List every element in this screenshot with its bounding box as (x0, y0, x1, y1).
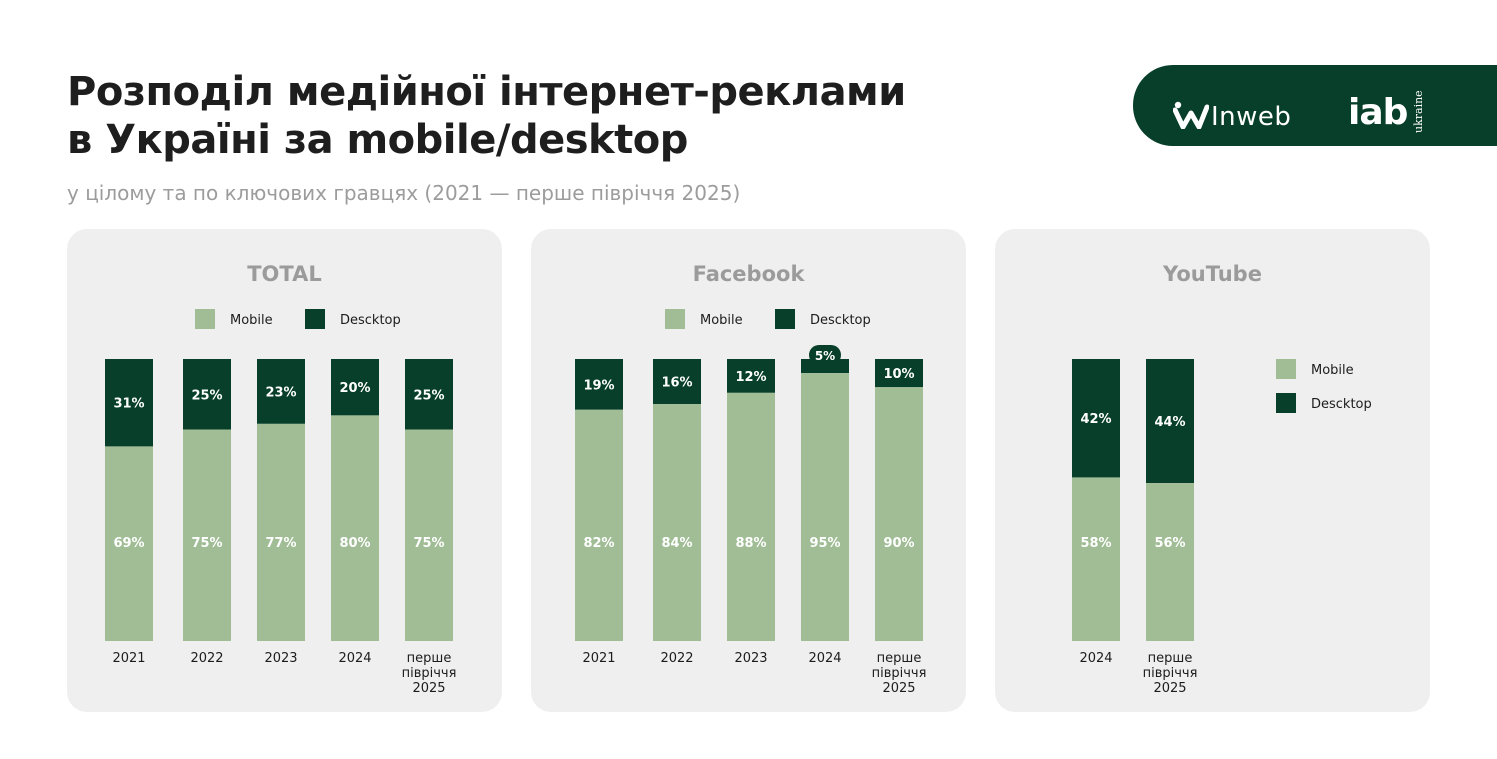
label-mobile-facebook-3: 95% (809, 536, 840, 551)
legend-label-descktop: Descktop (1311, 397, 1372, 412)
category-label-facebook-0-0: 2021 (582, 651, 615, 666)
bar-desktop-total-0 (105, 359, 153, 447)
chart-total: TOTAL Mobile Descktop 69% 31% 2021 75% 25% 2022 7… (105, 262, 457, 696)
label-mobile-facebook-1: 84% (661, 536, 692, 551)
label-desktop-facebook-4: 10% (883, 367, 914, 382)
label-mobile-facebook-0: 82% (583, 536, 614, 551)
label-desktop-total-3: 20% (339, 381, 370, 396)
bar-desktop-total-4 (405, 359, 453, 430)
bar-mobile-facebook-2 (727, 392, 775, 641)
label-desktop-total-2: 23% (265, 385, 296, 400)
label-desktop-youtube-1: 44% (1154, 415, 1185, 430)
bar-desktop-total-3 (331, 359, 379, 416)
category-label-youtube-1-2: 2025 (1153, 681, 1186, 696)
bar-mobile-facebook-3 (801, 373, 849, 641)
chart-panel-youtube: YouTube Mobile Descktop 58% 42% 2024 56% 44% пер… (995, 229, 1430, 712)
category-label-total-4-2: 2025 (412, 681, 445, 696)
category-label-youtube-1-0: перше (1148, 651, 1193, 666)
label-desktop-facebook-3: 5% (815, 349, 835, 363)
label-mobile-youtube-1: 56% (1154, 536, 1185, 551)
brand-banner: Inweb iab ukraine (1133, 65, 1497, 146)
page-title-line-1: Розподіл медійної інтернет-реклами (67, 69, 906, 115)
bar-desktop-facebook-0 (575, 359, 623, 410)
label-mobile-youtube-0: 58% (1080, 536, 1111, 551)
category-label-total-2-0: 2023 (264, 651, 297, 666)
bar-desktop-facebook-2 (727, 359, 775, 393)
category-label-facebook-1-0: 2022 (660, 651, 693, 666)
category-label-facebook-2-0: 2023 (734, 651, 767, 666)
category-label-total-0-0: 2021 (112, 651, 145, 666)
bar-mobile-youtube-1 (1146, 483, 1194, 641)
category-label-total-4-0: перше (407, 651, 452, 666)
page-title-line-2: в Україні за mobile/desktop (67, 117, 688, 163)
label-desktop-facebook-0: 19% (583, 378, 614, 393)
category-label-total-3-0: 2024 (338, 651, 371, 666)
bar-mobile-total-1 (183, 429, 231, 641)
label-desktop-total-1: 25% (191, 388, 222, 403)
chart-title-total: TOTAL (247, 262, 322, 286)
label-desktop-total-0: 31% (113, 397, 144, 412)
label-mobile-total-2: 77% (265, 536, 296, 551)
legend-swatch-descktop (1276, 393, 1296, 413)
legend-label-mobile: Mobile (230, 313, 273, 328)
chart-panel-facebook: Facebook Mobile Descktop 82% 19% 2021 84% 16% 20… (531, 229, 966, 712)
label-desktop-youtube-0: 42% (1080, 412, 1111, 427)
label-mobile-facebook-2: 88% (735, 536, 766, 551)
label-desktop-total-4: 25% (413, 388, 444, 403)
bar-desktop-total-1 (183, 359, 231, 430)
bar-desktop-facebook-1 (653, 359, 701, 405)
chart-panel-total: TOTAL Mobile Descktop 69% 31% 2021 75% 25% 2022 7… (67, 229, 502, 712)
legend-label-descktop: Descktop (340, 313, 401, 328)
legend-label-mobile: Mobile (700, 313, 743, 328)
chart-title-facebook: Facebook (693, 262, 806, 286)
category-label-total-1-0: 2022 (190, 651, 223, 666)
label-bubble-facebook-3 (809, 345, 841, 365)
label-mobile-total-4: 75% (413, 536, 444, 551)
chart-title-youtube: YouTube (1162, 262, 1262, 286)
legend-label-mobile: Mobile (1311, 363, 1354, 378)
bar-desktop-facebook-4 (875, 359, 923, 388)
bar-desktop-total-2 (257, 359, 305, 424)
bar-desktop-youtube-0 (1072, 359, 1120, 478)
bar-desktop-youtube-1 (1146, 359, 1194, 484)
page-subtitle: у цілому та по ключових гравцях (2021 — … (67, 181, 741, 205)
bar-mobile-total-0 (105, 446, 153, 641)
inweb-logo-icon (1173, 101, 1209, 129)
bar-mobile-youtube-0 (1072, 477, 1120, 641)
inweb-logo-text: Inweb (1211, 102, 1292, 132)
category-label-facebook-4-0: перше (877, 651, 922, 666)
category-label-facebook-3-0: 2024 (808, 651, 841, 666)
legend-swatch-descktop (775, 309, 795, 329)
bar-mobile-facebook-1 (653, 404, 701, 641)
category-label-youtube-0-0: 2024 (1079, 651, 1112, 666)
chart-facebook: Facebook Mobile Descktop 82% 19% 2021 84% 16% 20… (575, 262, 927, 696)
category-label-facebook-4-2: 2025 (882, 681, 915, 696)
iab-logo-subtext: ukraine (1412, 90, 1425, 133)
category-label-youtube-1-1: півріччя (1143, 666, 1198, 681)
label-mobile-total-1: 75% (191, 536, 222, 551)
label-mobile-total-0: 69% (113, 536, 144, 551)
iab-logo-text: iab (1348, 92, 1408, 133)
legend-swatch-descktop (305, 309, 325, 329)
page-title: Розподіл медійної інтернет-реклами в Укр… (67, 68, 906, 164)
bar-mobile-total-4 (405, 429, 453, 641)
chart-youtube: YouTube Mobile Descktop 58% 42% 2024 56% 44% пер… (1072, 262, 1372, 696)
label-desktop-facebook-1: 16% (661, 376, 692, 391)
label-mobile-facebook-4: 90% (883, 536, 914, 551)
category-label-total-4-1: півріччя (402, 666, 457, 681)
bar-mobile-facebook-0 (575, 409, 623, 641)
label-mobile-total-3: 80% (339, 536, 370, 551)
label-desktop-facebook-2: 12% (735, 370, 766, 385)
bar-mobile-facebook-4 (875, 387, 923, 641)
legend-swatch-mobile (1276, 359, 1296, 379)
bar-mobile-total-3 (331, 415, 379, 641)
legend-swatch-mobile (665, 309, 685, 329)
legend-swatch-mobile (195, 309, 215, 329)
legend-label-descktop: Descktop (810, 313, 871, 328)
bar-mobile-total-2 (257, 423, 305, 641)
category-label-facebook-4-1: півріччя (872, 666, 927, 681)
